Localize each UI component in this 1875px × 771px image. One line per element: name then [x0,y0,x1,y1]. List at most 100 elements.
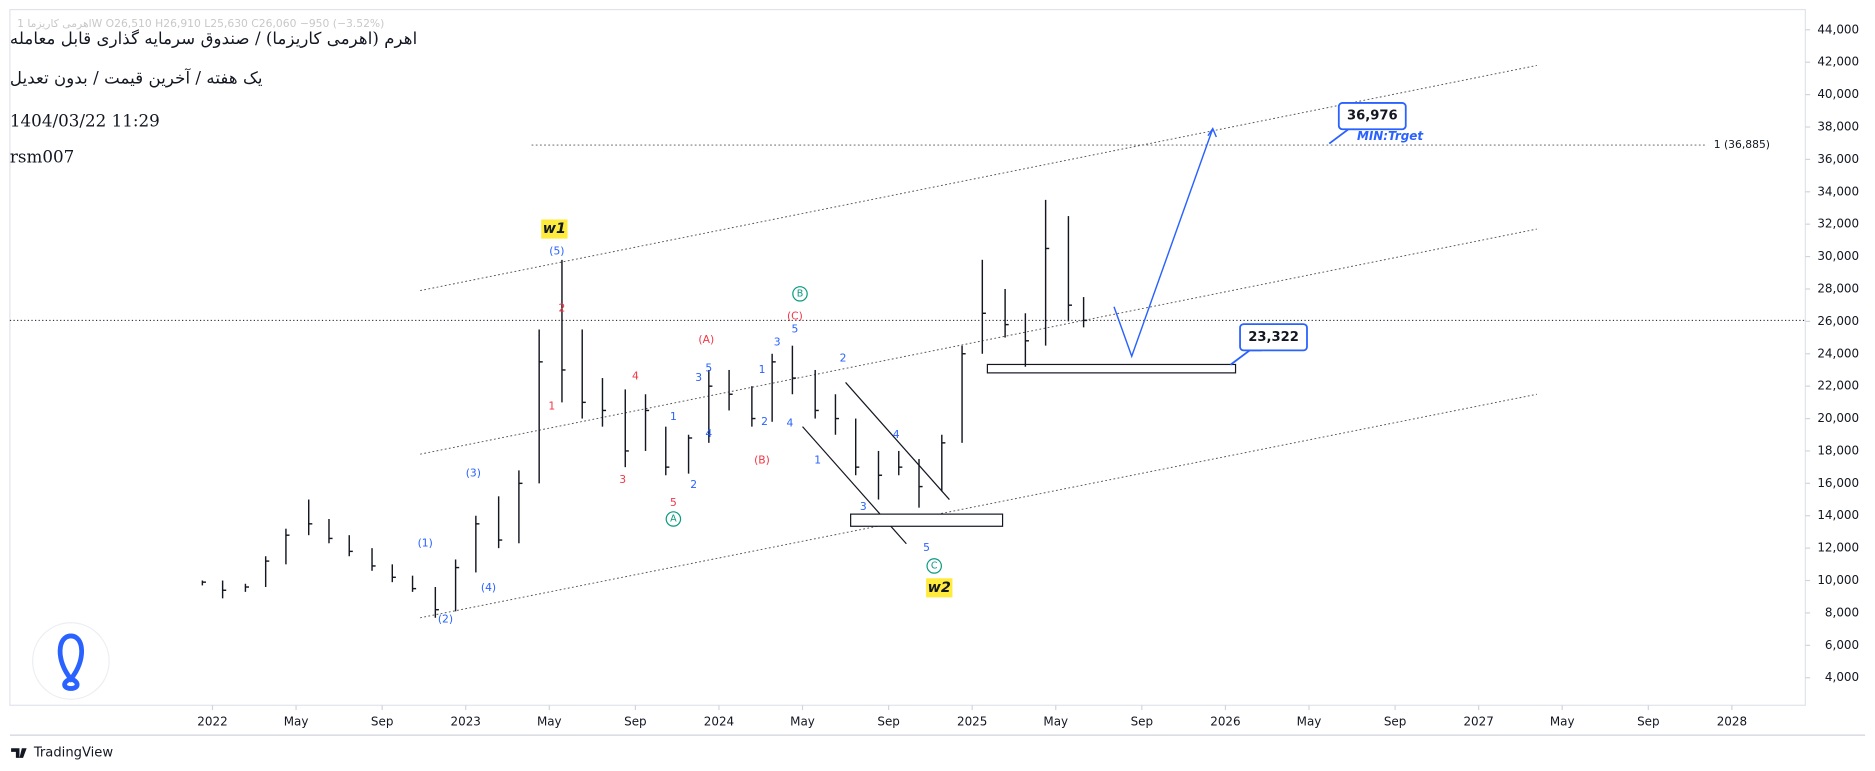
projection-arrowhead [1207,127,1218,138]
x-tick-label: Sep [877,714,900,728]
callout-label: 23,322 [1248,330,1299,345]
wave-label: 2 [840,352,847,365]
y-tick-label: 30,000 [1817,249,1859,263]
y-tick-label: 4,000 [1825,670,1859,684]
wave-label: 2 [761,415,768,428]
logo [32,622,110,700]
y-tick-label: 24,000 [1817,346,1859,360]
x-tick-label: May [537,714,562,728]
x-tick-label: Sep [1384,714,1407,728]
wave-label: 3 [619,473,626,486]
wave-label: 3 [774,335,781,348]
channel-line [420,64,1537,292]
wave-label: A [670,513,677,524]
author: rsm007 [10,146,74,166]
wave-label: (B) [754,454,770,467]
quote: 1 اهرمی کاریزماW O26,510 H26,910 L25,630… [17,17,384,30]
fib-label: 1 (36,885) [1714,138,1770,151]
y-tick-label: 14,000 [1817,508,1859,522]
wave-label: 5 [792,322,799,335]
y-tick-label: 34,000 [1817,184,1859,198]
x-tick-label: May [284,714,309,728]
wedge-line [845,382,950,500]
wave-circle [792,286,808,302]
x-tick-label: 2025 [957,714,987,728]
channel-line [420,393,1537,619]
callout-box [1239,323,1308,352]
wave-label: (3) [466,467,481,480]
support-zone [850,513,1004,527]
y-tick-label: 10,000 [1817,573,1859,587]
wave-highlight [926,578,953,598]
y-tick-label: 28,000 [1817,281,1859,295]
wave-label: 1 [670,410,677,423]
x-tick-label: 2023 [451,714,481,728]
x-tick-label: Sep [624,714,647,728]
wave-circle [665,511,682,527]
x-tick-label: May [790,714,815,728]
wave-label: (2) [438,612,453,625]
x-tick-label: 2022 [197,714,227,728]
x-tick-label: May [1550,714,1575,728]
y-tick-label: 44,000 [1817,22,1859,36]
x-tick-label: 2027 [1463,714,1493,728]
wave-label: 3 [695,371,702,384]
x-tick-label: May [1043,714,1068,728]
timestamp: 1404/03/22 11:29 [10,110,160,130]
wave-label: 1 [814,454,821,467]
support-zone [986,363,1237,374]
y-tick-label: 32,000 [1817,217,1859,231]
callout-pointer [1328,128,1361,145]
y-tick-label: 6,000 [1825,638,1859,652]
x-tick-label: 2024 [704,714,734,728]
tradingview-logo [11,748,27,758]
y-tick-label: 12,000 [1817,541,1859,555]
projection-path [1113,128,1214,359]
y-tick-label: 26,000 [1817,314,1859,328]
target-note: MIN:Trget [1357,129,1424,143]
x-tick-label: May [1297,714,1322,728]
wave-label: 4 [705,427,712,440]
y-tick-label: 22,000 [1817,379,1859,393]
footer: TradingView [33,746,114,761]
wave-label: 2 [690,478,697,491]
wave-label: 4 [893,428,900,441]
y-tick-label: 16,000 [1817,476,1859,490]
wave-label: (C) [787,310,803,323]
y-tick-label: 42,000 [1817,55,1859,69]
wave-label: 5 [670,496,677,509]
y-tick-label: 36,000 [1817,152,1859,166]
x-tick-label: 2026 [1210,714,1240,728]
wave-label: 5 [705,361,712,374]
wave-label: (A) [698,333,714,346]
wave-label: w2 [928,580,951,596]
wave-label: 1 [548,399,555,412]
y-tick-label: 8,000 [1825,605,1859,619]
plot-frame [9,8,1806,706]
wave-circle [926,558,942,574]
wave-label: (1) [418,536,433,549]
wave-label: (4) [481,581,496,594]
y-tick-label: 38,000 [1817,119,1859,133]
y-tick-label: 20,000 [1817,411,1859,425]
wave-highlight [541,219,568,239]
x-tick-label: Sep [1637,714,1660,728]
callout-box [1337,102,1407,131]
wave-label: (5) [549,245,564,258]
x-tick-label: Sep [1131,714,1154,728]
y-tick-label: 18,000 [1817,443,1859,457]
wave-label: 4 [632,369,639,382]
wave-label: 4 [786,416,793,429]
callout-label: 36,976 [1347,109,1398,124]
chart-subtitle: یک هفته / آخرین قیمت / بدون تعدیل [10,66,263,88]
wave-label: 1 [759,363,766,376]
wave-label: B [797,288,804,299]
chart-title: اهرم (اهرمی کاریزما) / صندوق سرمایه گذار… [10,28,417,49]
wave-label: 3 [860,500,867,513]
wave-label: 2 [559,301,566,314]
y-tick-label: 40,000 [1817,87,1859,101]
x-tick-label: Sep [371,714,394,728]
wave-label: 5 [923,541,930,554]
